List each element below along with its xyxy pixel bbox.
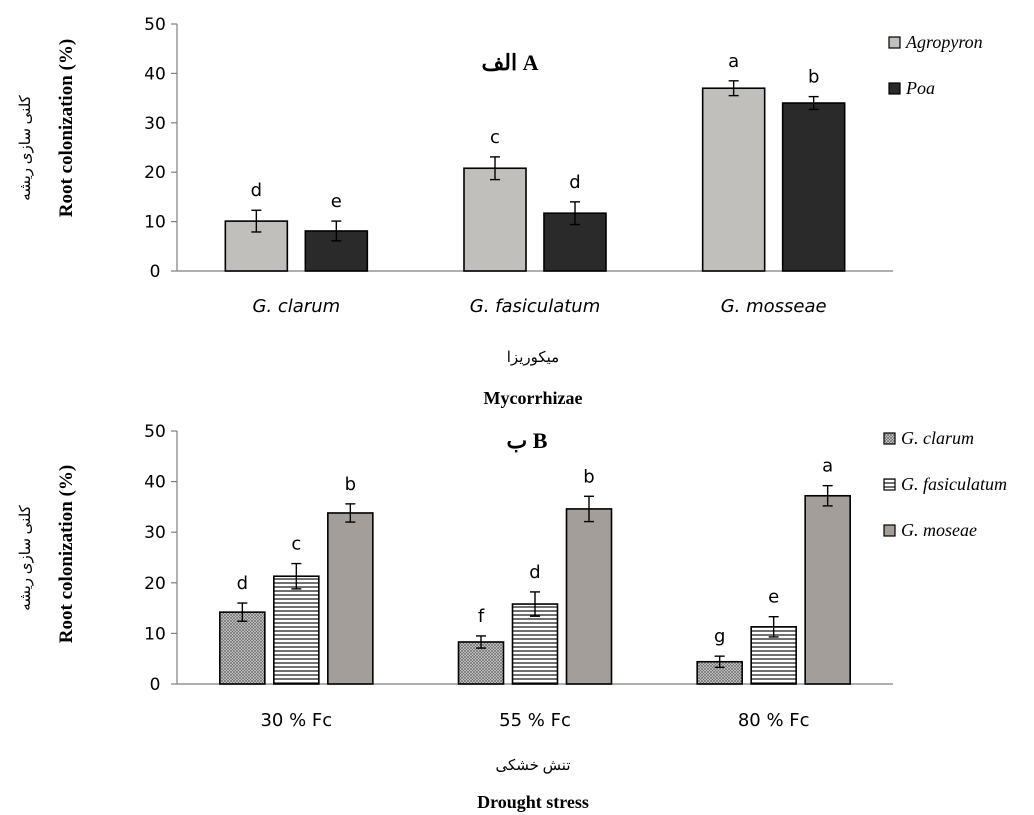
significance-letter: d: [251, 180, 262, 201]
bar: [327, 512, 374, 685]
y-tick-label: 0: [150, 675, 161, 695]
y-tick-label: 10: [144, 213, 166, 233]
legend: Agropyron Poa: [888, 32, 983, 98]
significance-letter: c: [490, 127, 500, 148]
bar: [565, 508, 613, 685]
legend-label: Poa: [905, 78, 935, 98]
significance-letter: d: [529, 562, 540, 583]
bar: [457, 641, 505, 685]
y-tick-label: 50: [144, 15, 166, 35]
significance-letter: a: [822, 456, 833, 477]
significance-letter: d: [237, 573, 248, 594]
legend-label: G. moseae: [901, 520, 977, 540]
x-axis-title: Mycorrhizae: [484, 388, 583, 408]
legend: G. clarum G. fasiculatum G. moseae: [883, 428, 1007, 540]
significance-letter: e: [331, 191, 342, 212]
legend-swatch: [888, 36, 901, 49]
legend-swatch: [883, 432, 896, 445]
x-axis-title-fa: میکوریزا: [507, 350, 559, 366]
y-tick-label: 20: [144, 574, 166, 594]
x-tick-label: 30 % Fc: [260, 710, 332, 731]
legend-label: Agropyron: [905, 32, 983, 52]
bar: [781, 102, 846, 272]
bar: [511, 603, 559, 685]
y-tick-label: 10: [144, 624, 166, 644]
significance-letter: c: [291, 534, 301, 555]
y-tick-label: 40: [144, 473, 166, 493]
significance-letter: b: [345, 474, 356, 495]
plot-area: 0 10 20 30 40 50 30 % Fc d c b 55 % Fc f d b 80 % Fc g e…: [144, 422, 893, 731]
plot-area: 0 10 20 30 40 50 G. clarum d e G. fasiculatum c d G.…: [144, 15, 893, 317]
significance-letter: g: [714, 626, 725, 647]
bar: [219, 611, 266, 685]
bar: [463, 167, 527, 272]
x-tick-label: G. fasiculatum: [470, 296, 600, 317]
y-tick-label: 50: [144, 422, 166, 442]
chart-panel-b: کلنی سازی ریشه Root colonization (%) ب B…: [18, 422, 1007, 812]
bar: [804, 494, 851, 685]
significance-letter: f: [478, 606, 485, 627]
significance-letter: d: [569, 172, 580, 193]
y-tick-label: 20: [144, 163, 166, 183]
legend-swatch: [888, 82, 901, 95]
significance-letter: a: [728, 51, 739, 72]
y-axis-title: Root colonization (%): [56, 465, 77, 643]
panel-label: الف A: [482, 50, 539, 75]
y-tick-label: 40: [144, 64, 166, 84]
legend-label: G. clarum: [901, 428, 974, 448]
x-tick-label: G. mosseae: [721, 296, 827, 317]
y-axis-title-fa: کلنی سازی ریشه: [18, 504, 34, 610]
bar: [701, 87, 766, 272]
x-tick-label: 55 % Fc: [499, 710, 571, 731]
y-tick-label: 30: [144, 114, 166, 134]
y-axis-title-fa: کلنی سازی ریشه: [18, 94, 34, 200]
x-axis-title-fa: تنش خشکی: [495, 758, 570, 774]
panel-label: ب B: [507, 428, 548, 453]
legend-swatch: [883, 524, 896, 537]
chart-panel-a: کلنی سازی ریشه Root colonization (%) الف…: [18, 15, 983, 408]
x-axis-title: Drought stress: [477, 792, 589, 812]
y-tick-label: 30: [144, 523, 166, 543]
bar: [273, 575, 320, 685]
significance-letter: b: [583, 466, 594, 487]
significance-letter: b: [808, 67, 819, 88]
legend-label: G. fasiculatum: [901, 474, 1007, 494]
y-axis-title: Root colonization (%): [56, 39, 77, 217]
x-tick-label: G. clarum: [252, 296, 340, 317]
significance-letter: e: [768, 587, 779, 608]
legend-swatch: [883, 478, 896, 491]
x-tick-label: 80 % Fc: [738, 710, 810, 731]
y-tick-label: 0: [150, 262, 161, 282]
